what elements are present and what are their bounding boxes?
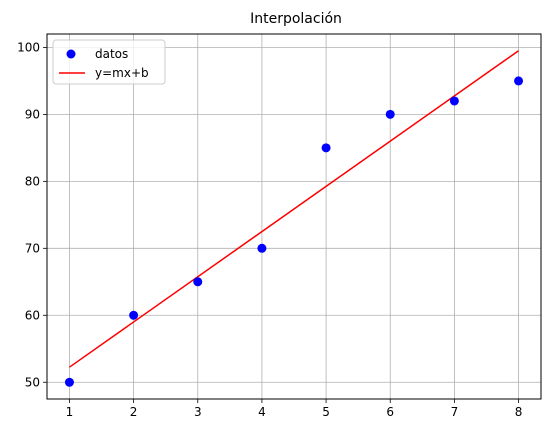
x-tick-label: 8 bbox=[515, 405, 523, 419]
plot-marks bbox=[64, 50, 524, 387]
data-point bbox=[321, 143, 331, 153]
x-tick-label: 2 bbox=[130, 405, 138, 419]
axis-ticks: 1 2 3 4 5 6 7 8 50 60 70 80 90 100 bbox=[17, 40, 522, 419]
y-tick-label: 100 bbox=[17, 40, 40, 54]
data-point bbox=[449, 96, 459, 106]
legend-marker bbox=[66, 49, 76, 59]
data-point bbox=[193, 277, 203, 287]
data-point bbox=[514, 76, 524, 86]
y-tick-label: 50 bbox=[25, 375, 40, 389]
x-tick-label: 4 bbox=[258, 405, 266, 419]
axes-frame bbox=[46, 33, 542, 400]
data-point bbox=[257, 243, 267, 253]
x-tick-label: 7 bbox=[451, 405, 459, 419]
x-tick-label: 6 bbox=[386, 405, 394, 419]
data-point bbox=[64, 377, 74, 387]
y-tick-label: 90 bbox=[25, 107, 40, 121]
y-tick-label: 80 bbox=[25, 174, 40, 188]
y-tick-label: 70 bbox=[25, 241, 40, 255]
grid bbox=[47, 34, 541, 399]
legend: datos y=mx+b bbox=[52, 39, 166, 85]
legend-label: datos bbox=[95, 47, 128, 61]
legend-label: y=mx+b bbox=[95, 66, 149, 80]
x-tick-label: 3 bbox=[194, 405, 202, 419]
data-point bbox=[129, 310, 139, 320]
fit-line bbox=[69, 50, 519, 368]
y-tick-label: 60 bbox=[25, 308, 40, 322]
data-point bbox=[385, 109, 395, 119]
chart-title: Interpolación bbox=[250, 11, 342, 27]
x-tick-label: 5 bbox=[322, 405, 330, 419]
x-tick-label: 1 bbox=[66, 405, 74, 419]
